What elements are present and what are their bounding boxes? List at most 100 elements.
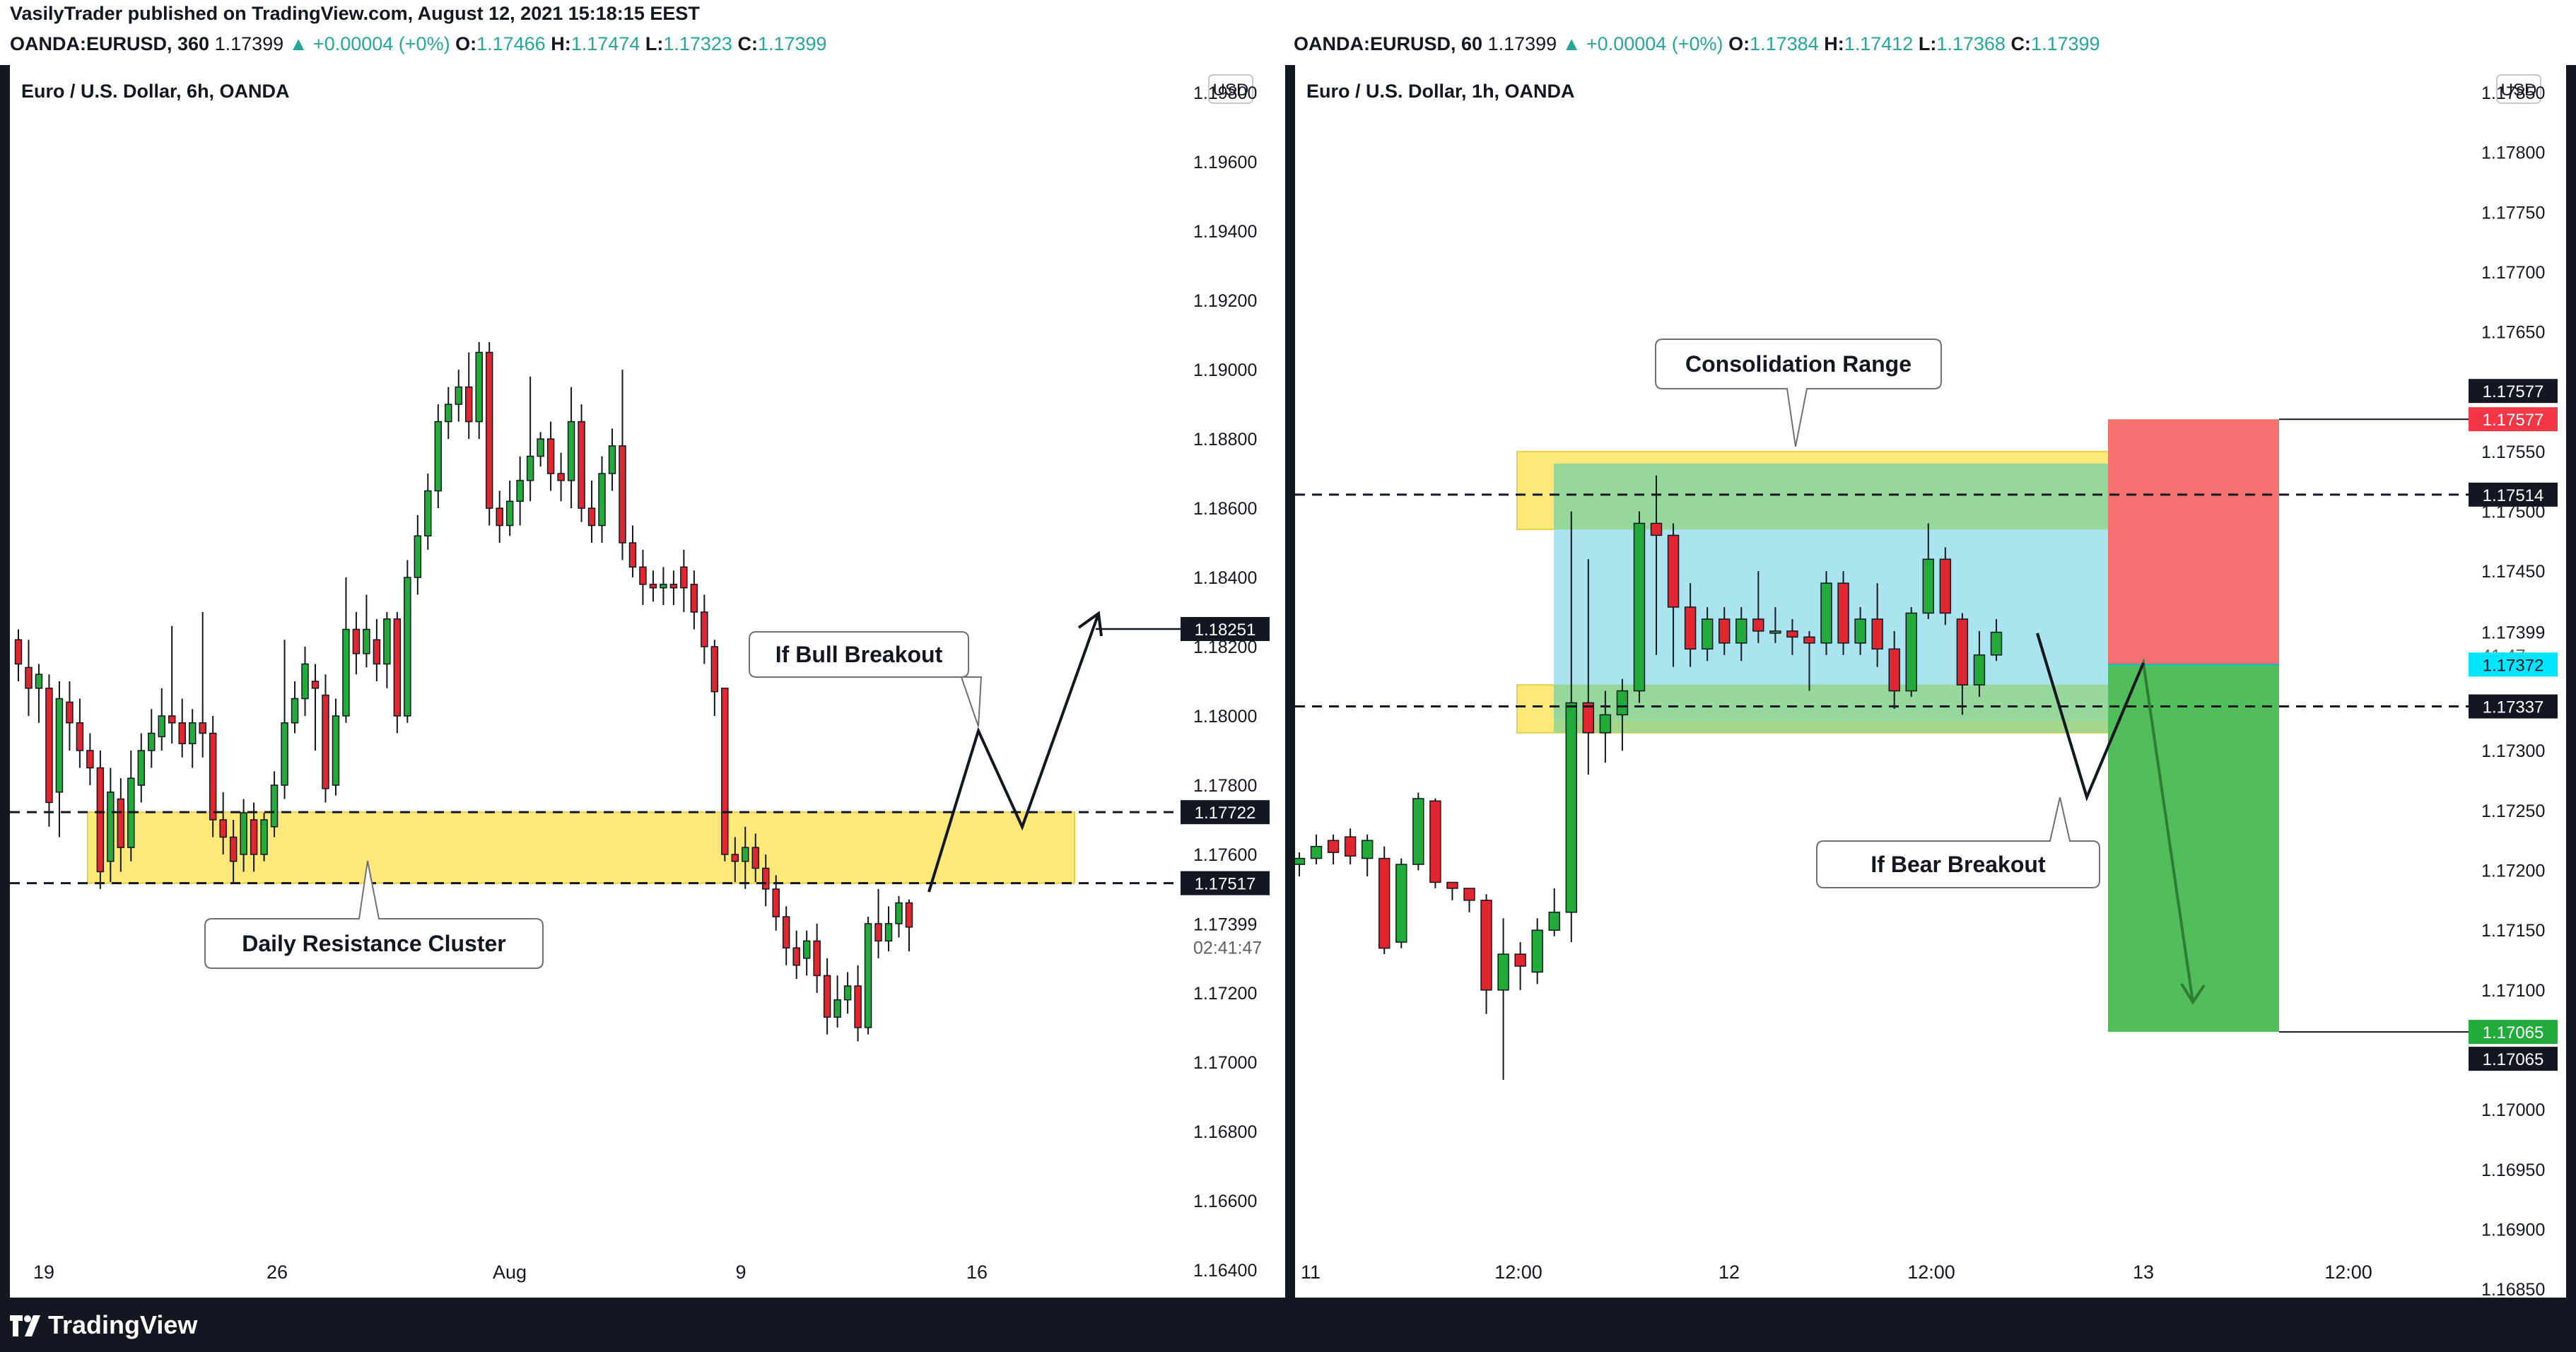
1h-title: Euro / U.S. Dollar, 1h, OANDA — [1306, 81, 1575, 102]
1h-candle-33 — [1854, 618, 1866, 644]
6h-candle-58 — [608, 445, 616, 474]
1h-candle-16 — [1565, 702, 1577, 913]
6h-candle-42 — [445, 404, 452, 423]
1h-candle-26 — [1735, 618, 1747, 644]
6h-candle-25 — [270, 784, 279, 828]
6h-candle-8 — [96, 767, 105, 873]
6h-xtick-3: 9 — [735, 1262, 746, 1283]
1h-candle-0 — [1295, 857, 1306, 865]
6h-target-label: 1.18251 — [1195, 621, 1256, 640]
6h-candle-40 — [424, 490, 432, 536]
1h-candle-37 — [1922, 558, 1935, 614]
1h-stop-label-a-bg — [2469, 379, 2558, 404]
6h-candle-27 — [291, 698, 299, 724]
6h-candle-13 — [148, 732, 156, 751]
6h-bull-callout: If Bull Breakout — [775, 642, 943, 667]
1h-candle-32 — [1837, 582, 1849, 644]
6h-candle-72 — [751, 847, 759, 869]
6h-candle-48 — [505, 500, 514, 527]
6h-ytick-14: 1.16800 — [1193, 1122, 1257, 1142]
6h-ytick-15: 1.16600 — [1193, 1192, 1257, 1211]
6h-candle-22 — [240, 812, 247, 855]
6h-bull-path — [927, 611, 1103, 893]
1h-xtick-3: 12:00 — [1907, 1262, 1955, 1283]
chart-panel-6h[interactable]: Euro / U.S. Dollar, 6h, OANDA USD 1.19800 1… — [10, 65, 1285, 1298]
1h-level-label-1: 1.17337 — [2483, 698, 2544, 717]
6h-ytick-3: 1.19200 — [1193, 291, 1257, 311]
1h-candle-20 — [1633, 522, 1646, 692]
1h-candle-24 — [1701, 618, 1714, 650]
1h-usd-label: USD — [2501, 81, 2537, 100]
left-high: 1.17474 — [570, 33, 640, 54]
1h-bear-path — [2036, 633, 2145, 801]
6h-ytick-12: 1.17200 — [1193, 984, 1257, 1004]
1h-candle-10 — [1463, 888, 1475, 901]
1h-candle-41 — [1990, 631, 2003, 656]
6h-candle-45 — [475, 351, 483, 423]
1h-stop-label-b: 1.17577 — [2483, 411, 2544, 430]
6h-price-label: 1.17399 — [1193, 915, 1257, 934]
1h-candle-9 — [1446, 881, 1458, 889]
1h-ytick-12: 1.17100 — [2481, 981, 2545, 1001]
6h-ytick-6: 1.18600 — [1193, 499, 1257, 519]
right-low: 1.17368 — [1936, 33, 2006, 54]
1h-consolidation-top-band — [1554, 463, 2138, 529]
1h-candle-21 — [1650, 522, 1663, 536]
1h-target-label-b: 1.17065 — [2483, 1050, 2544, 1069]
6h-usd-label: USD — [1213, 81, 1249, 100]
6h-ytick-13: 1.17000 — [1193, 1053, 1257, 1073]
1h-price-label: 1.17399 — [2481, 623, 2545, 643]
6h-bull-callout-bubble — [749, 631, 983, 727]
6h-candle-24 — [260, 819, 268, 855]
right-symbol-line: OANDA:EURUSD, 60 1.17399 ▲ +0.00004 (+0%… — [1294, 33, 2100, 54]
1h-candle-18 — [1599, 714, 1612, 734]
right-high: 1.17412 — [1844, 33, 1914, 54]
left-symbol: OANDA:EURUSD, 360 — [10, 33, 210, 54]
6h-candle-76 — [792, 947, 800, 966]
1h-bear-callout-bubble — [1816, 796, 2100, 888]
1h-candle-19 — [1616, 690, 1629, 716]
publisher-line: VasilyTrader published on TradingView.co… — [10, 3, 700, 25]
1h-ytick-9: 1.17250 — [2481, 801, 2545, 821]
right-symbol: OANDA:EURUSD, 60 — [1294, 33, 1483, 54]
1h-candle-22 — [1667, 534, 1680, 608]
1h-target-zone — [2108, 664, 2279, 1033]
6h-ytick-16: 1.16400 — [1193, 1261, 1257, 1281]
6h-candle-23 — [250, 819, 258, 855]
6h-candle-16 — [178, 722, 186, 744]
6h-candle-69 — [721, 688, 729, 855]
6h-candle-66 — [690, 584, 698, 613]
6h-candle-4 — [55, 698, 64, 793]
6h-candle-21 — [229, 836, 238, 862]
6h-candle-0 — [14, 639, 23, 665]
1h-candle-38 — [1939, 558, 1952, 614]
left-close: 1.17399 — [757, 33, 827, 54]
6h-candle-50 — [526, 455, 534, 481]
chart-panel-1h[interactable]: Euro / U.S. Dollar, 1h, OANDA USD 1.17850 1… — [1295, 65, 2566, 1298]
6h-ytick-5: 1.18800 — [1193, 430, 1257, 449]
1h-ytick-3: 1.17700 — [2481, 263, 2545, 283]
1h-ytick-14: 1.16950 — [2481, 1160, 2545, 1180]
6h-candle-59 — [619, 445, 626, 543]
1h-candle-6 — [1395, 864, 1407, 943]
1h-candle-12 — [1497, 953, 1509, 991]
1h-ytick-4: 1.17650 — [2481, 323, 2545, 343]
tradingview-logo[interactable]: TradingView — [10, 1310, 197, 1340]
left-open: 1.17466 — [476, 33, 546, 54]
1h-ytick-15: 1.16900 — [2481, 1220, 2545, 1240]
6h-candle-80 — [833, 999, 841, 1018]
right-change: ▲ +0.00004 (+0%) — [1562, 33, 1723, 54]
1h-candle-13 — [1514, 953, 1526, 967]
1h-candle-2 — [1327, 840, 1340, 853]
1h-candle-34 — [1871, 618, 1883, 650]
6h-candle-29 — [311, 681, 320, 689]
6h-level-label-1-bg — [1181, 871, 1270, 895]
6h-candle-61 — [639, 566, 647, 585]
tradingview-icon — [10, 1315, 40, 1336]
1h-xtick-0: 11 — [1301, 1262, 1321, 1283]
6h-level-label-0: 1.17722 — [1195, 804, 1256, 823]
1h-ytick-10: 1.17200 — [2481, 862, 2545, 881]
right-open: 1.17384 — [1750, 33, 1819, 54]
